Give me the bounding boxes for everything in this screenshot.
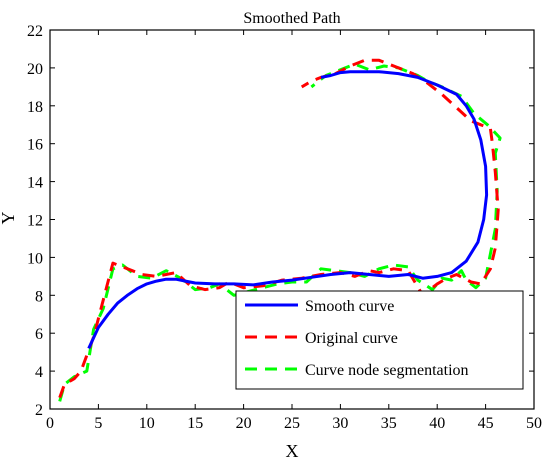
x-tick-label: 30: [332, 415, 348, 432]
x-axis-title: X: [286, 441, 299, 461]
x-tick-label: 0: [46, 415, 54, 432]
x-tick-label: 25: [284, 415, 300, 432]
x-tick-label: 40: [429, 415, 445, 432]
y-tick-label: 14: [27, 175, 43, 192]
series-line-original-curve: [58, 58, 500, 399]
x-tick-label: 20: [236, 415, 252, 432]
y-tick-label: 20: [27, 61, 43, 78]
y-tick-label: 22: [27, 23, 43, 40]
y-tick-label: 10: [27, 250, 43, 267]
y-tick-label: 6: [35, 326, 43, 343]
y-tick-label: 18: [27, 99, 43, 116]
legend-box: [235, 290, 524, 390]
x-tick-label: 5: [94, 415, 102, 432]
y-tick-label: 12: [27, 213, 43, 230]
legend-label-original: Original curve: [305, 330, 398, 347]
legend-label-segmentation: Curve node segmentation: [305, 362, 469, 379]
legend: Smooth curve Original curve Curve node s…: [235, 290, 524, 390]
series-line-smooth-curve: [87, 70, 489, 350]
x-tick-label: 35: [381, 415, 397, 432]
y-tick-label: 2: [35, 402, 43, 419]
x-tick-label: 45: [478, 415, 494, 432]
chart-title: Smoothed Path: [243, 10, 340, 27]
legend-label-smooth: Smooth curve: [305, 298, 394, 315]
y-tick-label: 16: [27, 137, 43, 154]
y-axis-title: Y: [0, 212, 18, 225]
x-tick-label: 50: [526, 415, 542, 432]
x-tick-label: 15: [187, 415, 203, 432]
x-tick-label: 10: [139, 415, 155, 432]
y-tick-label: 4: [35, 364, 43, 381]
y-tick-label: 8: [35, 288, 43, 305]
